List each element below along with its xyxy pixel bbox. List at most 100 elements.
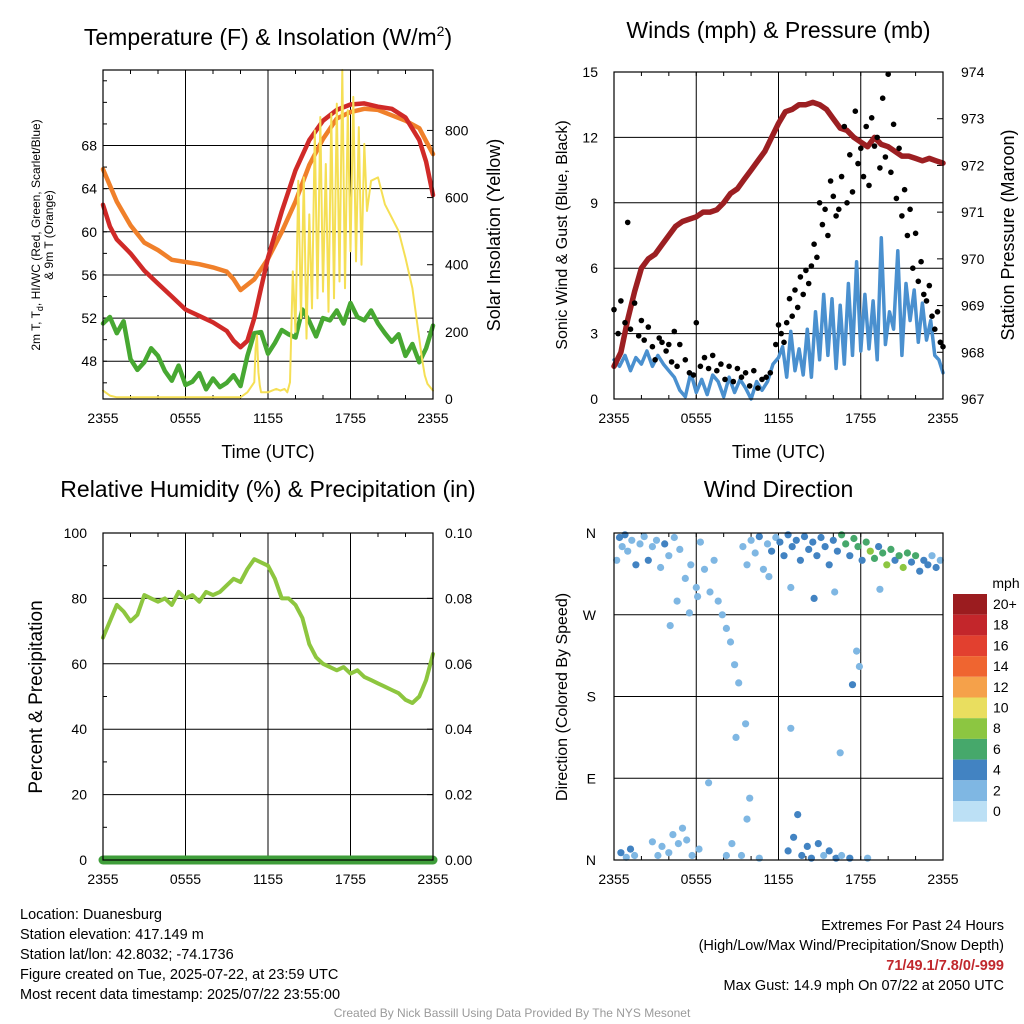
gust-point [901,186,908,193]
direction-point [928,552,936,560]
direction-point [759,565,768,573]
y2-tick-label: 400 [445,257,469,273]
panel-4: 2355 0555 1155 1755 2355 Wind Direction N E S W N D… [554,476,1020,887]
direction-point [648,838,657,846]
gust-point [904,232,911,239]
gust-point [879,95,886,101]
gust-point [705,365,712,372]
plot-frame [613,532,944,861]
gust-point [797,274,804,280]
legend-swatch [953,614,987,636]
y-tick-label: 64 [81,181,97,197]
gust-point [871,143,878,149]
panel-title: Relative Humidity (%) & Precipitation (i… [60,476,475,502]
direction-point [718,611,726,619]
direction-point [624,547,632,555]
y2-axis-label: Station Pressure (Maroon) [998,129,1018,340]
direction-point [787,583,795,592]
direction-point [846,854,854,862]
gust-point [663,348,669,354]
direction-point [792,536,800,544]
x-tick-label: 2355 [87,410,118,426]
y-tick-label: 56 [81,267,97,283]
direction-point [695,845,703,853]
direction-point [846,552,854,560]
gust-point [921,291,927,298]
direction-point [810,594,818,603]
gust-point [822,206,828,213]
legend-label: 20+ [993,596,1017,612]
direction-point [728,840,736,848]
legend-swatch [953,759,987,781]
gust-point [792,287,798,293]
gust-point [656,335,662,341]
direction-point [895,552,903,560]
y-tick-label: 3 [590,326,598,342]
direction-point [710,556,718,564]
speed-legend: mph 20+ 18 16 14 12 10 8 6 4 2 0 [953,575,1020,822]
direction-point [848,681,857,689]
gust-point [615,330,621,337]
gust-point [714,367,720,374]
gust-point [622,319,628,326]
direction-point [628,536,636,544]
series-line-2 [100,101,436,350]
gust-point [830,193,837,200]
gust-point [915,278,922,285]
gust-point [671,328,678,335]
direction-point [831,588,839,596]
panel-3: 2355 0555 1155 1755 2355 Relative Humidity (%… [26,476,476,887]
direction-point [652,536,661,544]
direction-point [768,547,776,555]
direction-point [932,563,940,572]
gust-point [833,213,839,219]
x-tick-label: 0555 [170,410,201,426]
gust-point [624,219,631,226]
legend-label: 10 [993,700,1009,716]
direction-point [790,833,798,841]
direction-point [763,540,772,548]
direction-point [742,720,750,728]
gust-point [674,363,680,370]
x-tick-label: 1755 [845,410,876,426]
legend-label: 12 [993,679,1009,695]
direction-point [854,543,862,551]
direction-point [621,531,629,539]
gust-point [726,363,732,370]
gust-point [677,341,683,348]
direction-point [658,842,666,851]
direction-point [618,543,626,551]
direction-point [803,842,811,851]
direction-point [864,854,872,862]
direction-point [737,851,746,860]
gust-point [847,152,853,158]
direction-point [685,609,694,617]
direction-point [924,561,932,569]
gust-point [645,324,652,330]
direction-point [838,851,846,860]
gust-point [852,108,859,114]
direction-point [636,540,644,548]
panel-2: 2355 0555 1155 1755 2355 Winds (mph) & Pressu… [554,17,1018,462]
direction-point [936,556,944,564]
direction-point [700,565,709,573]
y2-tick-label: 0.02 [445,787,472,803]
direction-point [833,547,842,555]
direction-point [820,851,828,860]
legend-label: 18 [993,617,1009,633]
y-tick-label: 52 [81,310,97,326]
gust-point [882,154,889,160]
y-axis-label: Sonic Wind & Gust (Blue, Black) [554,120,571,349]
direction-point [817,533,825,542]
direction-point [916,567,924,575]
direction-point [694,593,702,601]
direction-point [735,679,743,687]
direction-point [661,540,669,548]
y2-tick-label: 971 [961,204,985,220]
legend-swatch [953,738,987,760]
direction-point [798,851,806,860]
direction-point [617,849,625,857]
gust-point [844,200,850,206]
gust-point [918,258,924,265]
direction-point [788,543,796,551]
